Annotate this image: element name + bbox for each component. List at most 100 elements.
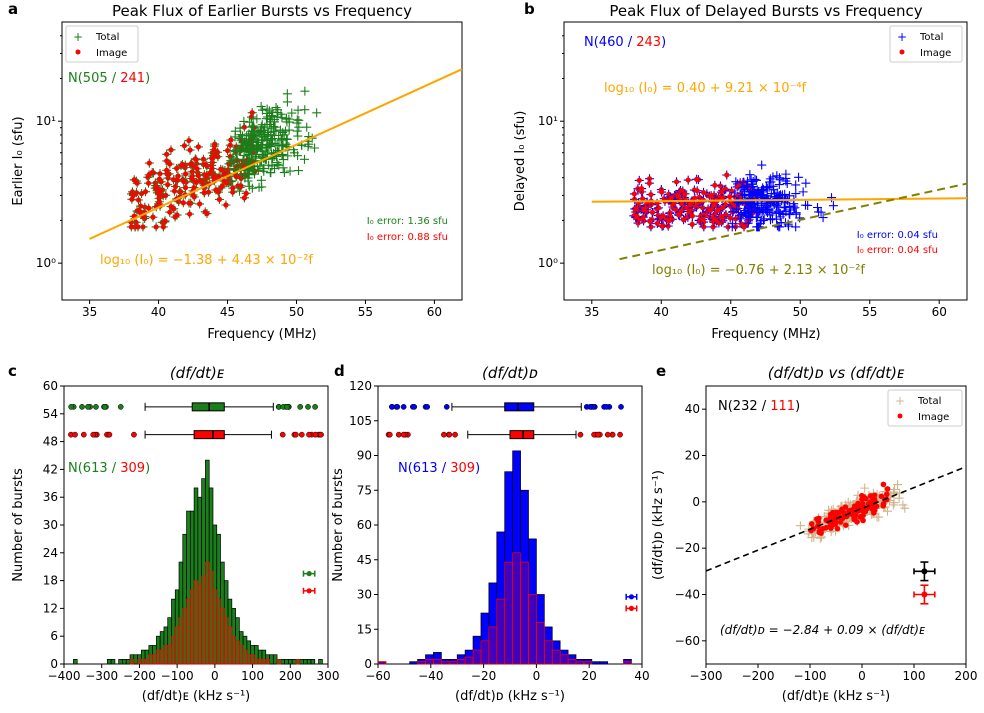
y-tick-label: 10¹ (538, 114, 558, 128)
image-bar (231, 635, 236, 665)
x-tick-label: 200 (279, 669, 302, 683)
panel-e-fit-label: (df/dt)ᴅ = −2.84 + 0.09 × (df/dt)ᴇ (720, 623, 925, 637)
total-point (283, 151, 293, 161)
total-point (747, 201, 757, 211)
x-tick-label: −400 (48, 669, 81, 683)
panel-c-xlabel: (df/dt)ᴇ (kHz s⁻¹) (142, 689, 250, 704)
fit-line (705, 465, 967, 572)
image-point (200, 156, 207, 162)
image-point (633, 205, 639, 211)
x-tick-label: −200 (123, 669, 156, 683)
image-point (227, 142, 233, 148)
image-point (846, 508, 853, 514)
panel-e-count: N(232 / 111) (718, 399, 800, 414)
image-bar (235, 640, 240, 665)
fit-line (619, 182, 968, 261)
image-bar (167, 645, 172, 665)
total-point (789, 203, 799, 213)
x-tick-label: 60 (427, 305, 442, 319)
image-point (640, 196, 646, 202)
image-bar (152, 654, 157, 665)
panel-d-ylabel: Number of bursts (331, 468, 346, 582)
image-point (219, 183, 225, 189)
total-point (757, 191, 767, 201)
image-bar (182, 608, 187, 665)
image-point (187, 211, 193, 217)
x-tick-label: 40 (151, 305, 166, 319)
total-point (254, 182, 264, 192)
image-bar (242, 649, 248, 665)
panel-c-count: N(613 / 309) (68, 461, 150, 476)
total-point (269, 117, 279, 127)
image-bar (171, 635, 176, 665)
total-bar (306, 659, 312, 665)
image-point (156, 199, 162, 205)
image-point (191, 184, 197, 191)
total-point (282, 97, 292, 107)
total-bar (284, 659, 289, 665)
boxplot-outlier (400, 404, 407, 410)
total-point (234, 159, 244, 169)
x-tick-label: −200 (742, 669, 775, 683)
boxplot-outlier (386, 431, 393, 438)
total-point (860, 483, 870, 493)
image-point (727, 215, 733, 221)
image-bar (456, 659, 466, 665)
total-point (728, 207, 738, 217)
image-point (174, 177, 181, 183)
image-point (851, 516, 857, 523)
panel-d-title: (df/dt)ᴅ (482, 364, 538, 382)
image-point (129, 196, 135, 202)
image-point (692, 202, 698, 209)
boxplot-outlier (279, 431, 286, 438)
total-point (227, 176, 237, 186)
total-point (257, 120, 267, 130)
boxplot-box (193, 430, 225, 440)
total-bar (299, 659, 304, 665)
x-tick-label: 55 (358, 305, 373, 319)
image-bar (265, 659, 270, 665)
total-point (728, 219, 738, 229)
image-point (137, 209, 143, 216)
image-point (843, 522, 849, 528)
image-point (205, 189, 212, 195)
image-point (631, 191, 637, 197)
panel-a-letter: a (8, 0, 18, 18)
y-tick-label: 10¹ (36, 114, 56, 128)
y-tick-label: 24 (43, 546, 58, 560)
total-point (791, 180, 801, 190)
boxplot-outlier (587, 404, 594, 410)
total-point (285, 166, 295, 176)
total-bar (280, 659, 285, 665)
image-point (150, 214, 156, 220)
total-bar (310, 659, 316, 665)
image-point (237, 184, 243, 191)
panel-e-legend: + Total Image (887, 389, 963, 427)
total-point (278, 155, 288, 165)
panel-e-letter: e (656, 362, 666, 380)
boxplot-outlier (394, 404, 401, 410)
image-point (189, 175, 195, 182)
image-point (884, 486, 891, 492)
image-point (680, 217, 687, 223)
panel-e-xlabel: (df/dt)ᴇ (kHz s⁻¹) (782, 689, 890, 704)
image-point (692, 195, 698, 201)
image-point (230, 185, 236, 191)
total-point (241, 139, 251, 149)
total-point (795, 521, 805, 531)
y-tick-label: 42 (43, 462, 58, 476)
y-tick-label: 40 (685, 402, 700, 416)
total-point (282, 134, 292, 144)
image-bar (567, 659, 577, 665)
boxplot-outlier (443, 404, 450, 410)
image-bar (520, 561, 529, 665)
legend-image-label: Image (920, 48, 951, 59)
y-tick-label: 0 (364, 657, 372, 671)
image-bar (480, 640, 490, 665)
total-point (746, 187, 756, 197)
image-bar (129, 659, 135, 665)
image-point (827, 515, 834, 521)
total-point (262, 108, 272, 118)
image-point (829, 509, 836, 516)
total-point (798, 187, 808, 197)
